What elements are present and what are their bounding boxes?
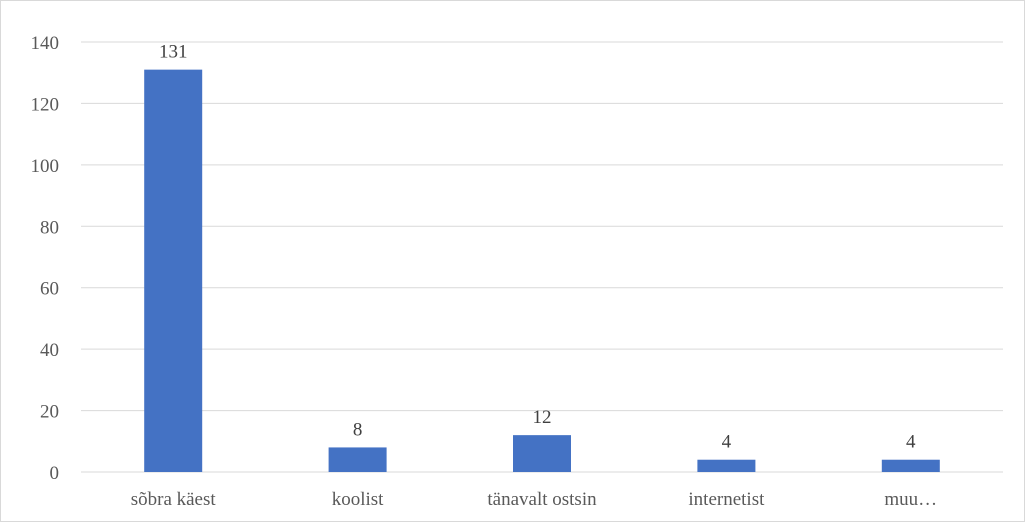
gridlines — [81, 41, 1003, 473]
x-tick-label: tänavalt ostsin — [487, 489, 597, 510]
y-axis-tick-labels: 0 20 40 60 80 100 120 140 — [31, 33, 60, 484]
data-label: 4 — [722, 432, 732, 453]
y-tick-label: 40 — [40, 340, 59, 361]
y-tick-label: 20 — [40, 402, 59, 423]
x-tick-label: internetist — [688, 489, 765, 510]
y-tick-label: 80 — [40, 217, 59, 238]
y-tick-label: 140 — [31, 33, 60, 54]
bar — [144, 69, 203, 473]
y-tick-label: 0 — [50, 463, 60, 484]
data-label: 8 — [353, 419, 363, 440]
data-label: 4 — [906, 432, 916, 453]
x-tick-label: koolist — [332, 489, 384, 510]
bar — [513, 435, 571, 472]
bar — [697, 459, 756, 472]
bar — [328, 447, 387, 472]
y-tick-label: 100 — [31, 156, 60, 177]
data-labels: 131 8 12 4 4 — [159, 42, 916, 453]
data-label: 12 — [533, 407, 552, 428]
y-tick-label: 60 — [40, 279, 59, 300]
x-tick-label: sõbra käest — [131, 489, 217, 510]
bar — [881, 459, 940, 472]
y-tick-label: 120 — [31, 94, 60, 115]
bars — [144, 69, 940, 473]
data-label: 131 — [159, 42, 188, 63]
x-tick-label: muu… — [884, 489, 937, 510]
x-axis-category-labels: sõbra käest koolist tänavalt ostsin interne… — [131, 489, 937, 510]
